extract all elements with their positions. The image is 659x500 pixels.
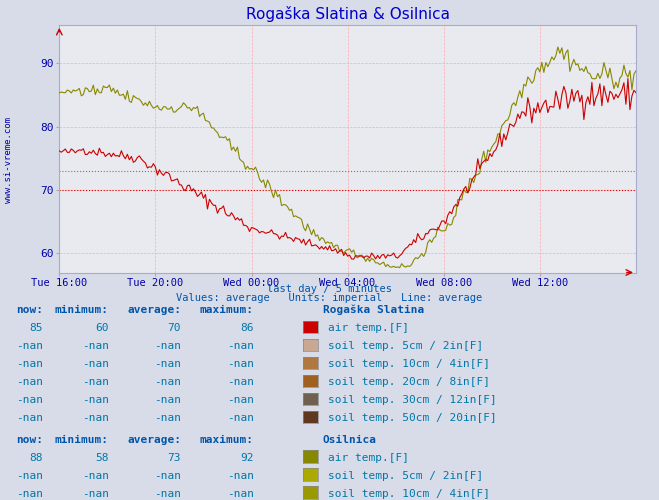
- Title: Rogaška Slatina & Osilnica: Rogaška Slatina & Osilnica: [246, 6, 449, 22]
- Text: air temp.[F]: air temp.[F]: [328, 452, 409, 462]
- Text: now:: now:: [16, 434, 43, 444]
- Text: Osilnica: Osilnica: [323, 434, 377, 444]
- Text: soil temp. 5cm / 2in[F]: soil temp. 5cm / 2in[F]: [328, 341, 483, 351]
- Text: -nan: -nan: [154, 488, 181, 498]
- Text: -nan: -nan: [227, 359, 254, 369]
- Text: -nan: -nan: [154, 413, 181, 423]
- Text: -nan: -nan: [16, 413, 43, 423]
- Text: soil temp. 10cm / 4in[F]: soil temp. 10cm / 4in[F]: [328, 359, 490, 369]
- Text: -nan: -nan: [227, 488, 254, 498]
- Text: 58: 58: [96, 452, 109, 462]
- Text: soil temp. 20cm / 8in[F]: soil temp. 20cm / 8in[F]: [328, 377, 490, 387]
- Text: -nan: -nan: [16, 359, 43, 369]
- Text: -nan: -nan: [227, 395, 254, 405]
- Text: average:: average:: [127, 305, 181, 315]
- Text: -nan: -nan: [16, 395, 43, 405]
- Text: last day / 5 minutes: last day / 5 minutes: [267, 284, 392, 294]
- Text: 86: 86: [241, 323, 254, 333]
- Text: -nan: -nan: [82, 488, 109, 498]
- Text: -nan: -nan: [154, 377, 181, 387]
- Text: -nan: -nan: [82, 341, 109, 351]
- Text: -nan: -nan: [16, 488, 43, 498]
- Text: -nan: -nan: [154, 359, 181, 369]
- Text: average:: average:: [127, 434, 181, 444]
- Text: -nan: -nan: [154, 470, 181, 480]
- Text: -nan: -nan: [82, 359, 109, 369]
- Text: -nan: -nan: [16, 341, 43, 351]
- Text: -nan: -nan: [227, 341, 254, 351]
- Text: maximum:: maximum:: [200, 305, 254, 315]
- Text: Values: average   Units: imperial   Line: average: Values: average Units: imperial Line: av…: [177, 293, 482, 303]
- Text: 85: 85: [30, 323, 43, 333]
- Text: -nan: -nan: [16, 470, 43, 480]
- Text: soil temp. 50cm / 20in[F]: soil temp. 50cm / 20in[F]: [328, 413, 496, 423]
- Text: -nan: -nan: [82, 377, 109, 387]
- Text: 73: 73: [168, 452, 181, 462]
- Text: soil temp. 5cm / 2in[F]: soil temp. 5cm / 2in[F]: [328, 470, 483, 480]
- Text: -nan: -nan: [154, 395, 181, 405]
- Text: soil temp. 30cm / 12in[F]: soil temp. 30cm / 12in[F]: [328, 395, 496, 405]
- Text: minimum:: minimum:: [55, 305, 109, 315]
- Text: -nan: -nan: [227, 413, 254, 423]
- Text: soil temp. 10cm / 4in[F]: soil temp. 10cm / 4in[F]: [328, 488, 490, 498]
- Text: air temp.[F]: air temp.[F]: [328, 323, 409, 333]
- Text: -nan: -nan: [82, 413, 109, 423]
- Text: -nan: -nan: [227, 470, 254, 480]
- Text: 92: 92: [241, 452, 254, 462]
- Text: now:: now:: [16, 305, 43, 315]
- Text: -nan: -nan: [82, 395, 109, 405]
- Text: Rogaška Slatina: Rogaška Slatina: [323, 304, 424, 315]
- Text: 70: 70: [168, 323, 181, 333]
- Text: 60: 60: [96, 323, 109, 333]
- Text: -nan: -nan: [154, 341, 181, 351]
- Text: -nan: -nan: [82, 470, 109, 480]
- Text: www.si-vreme.com: www.si-vreme.com: [4, 117, 13, 203]
- Text: minimum:: minimum:: [55, 434, 109, 444]
- Text: -nan: -nan: [227, 377, 254, 387]
- Text: 88: 88: [30, 452, 43, 462]
- Text: -nan: -nan: [16, 377, 43, 387]
- Text: maximum:: maximum:: [200, 434, 254, 444]
